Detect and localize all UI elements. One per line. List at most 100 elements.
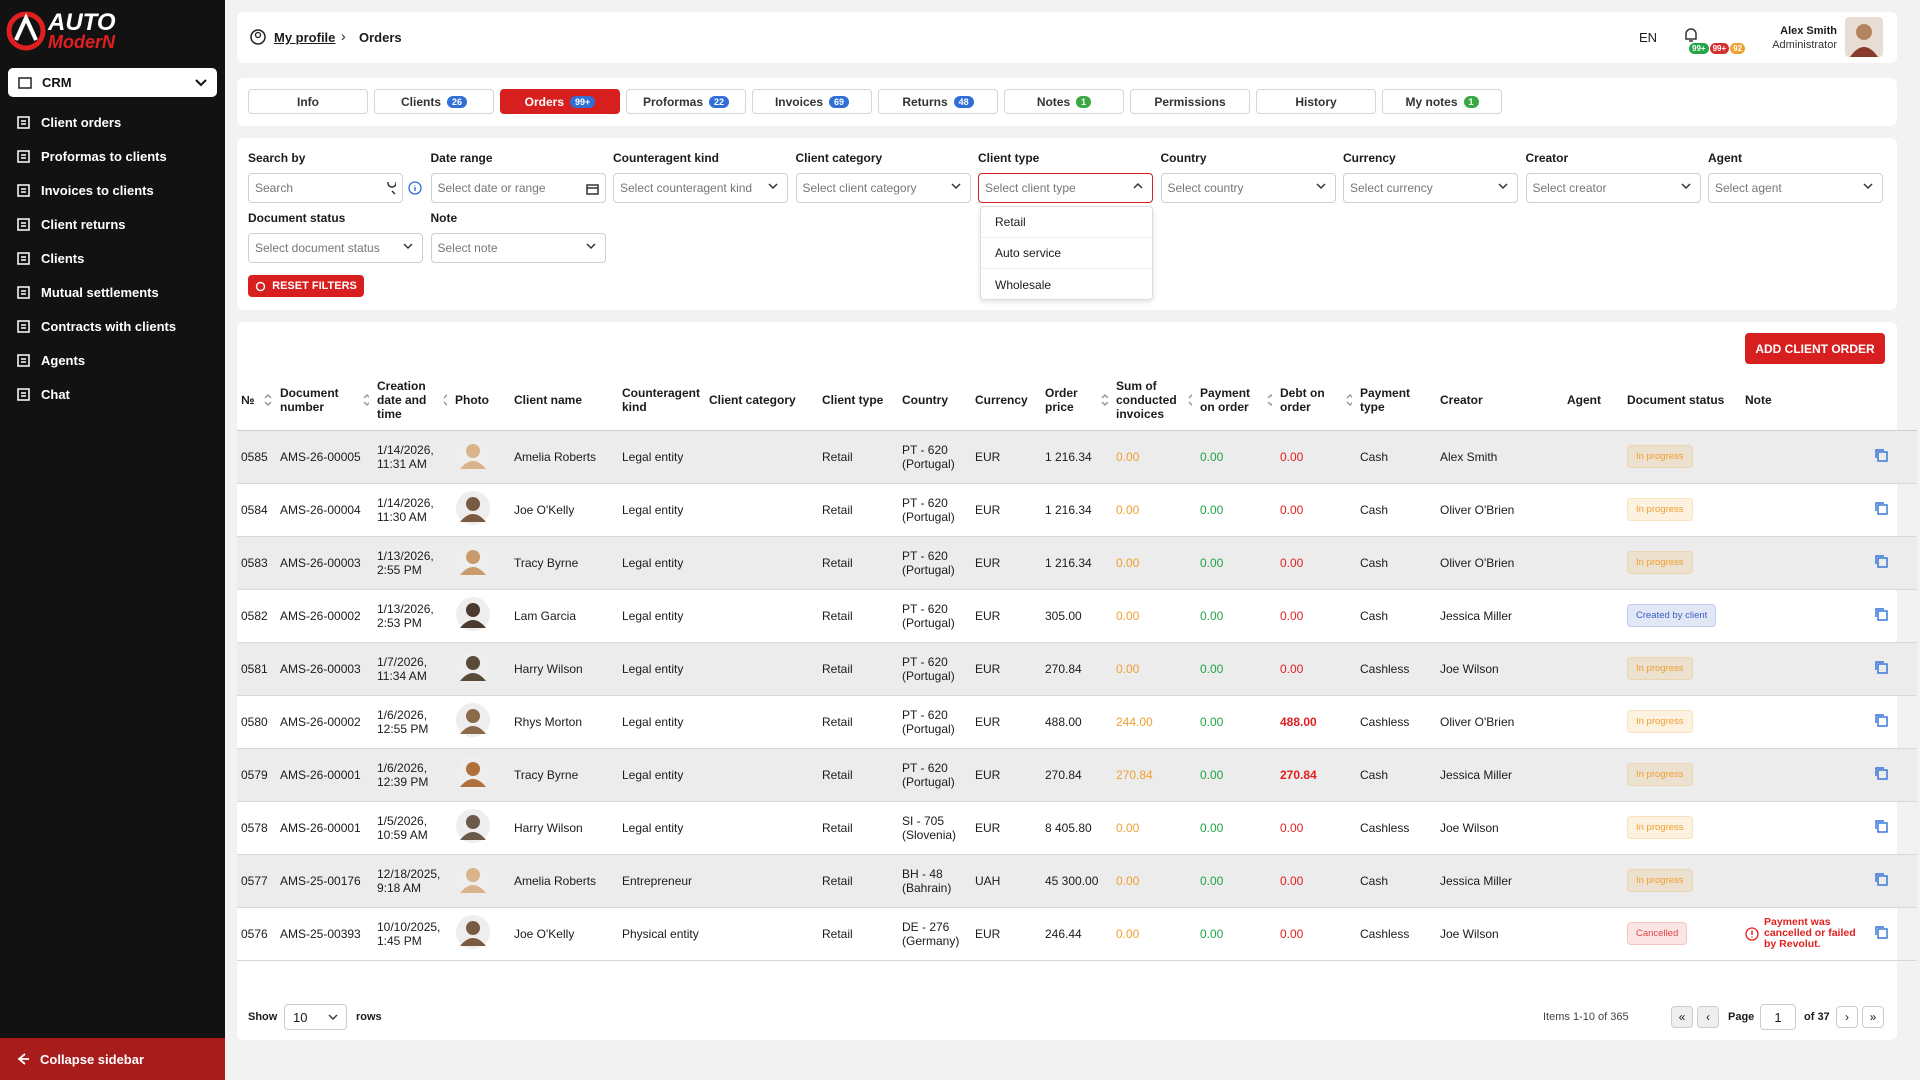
- filter-input[interactable]: Select client type: [978, 173, 1153, 203]
- menu-item[interactable]: Client orders: [16, 115, 121, 130]
- add-client-order[interactable]: ADD CLIENT ORDER: [1745, 333, 1885, 364]
- bell-icon[interactable]: [1683, 26, 1699, 44]
- column-header[interactable]: №: [237, 370, 276, 431]
- copy-icon[interactable]: [1874, 660, 1888, 674]
- table-row[interactable]: 0576 AMS-25-00393 10/10/2025, 1:45 PM Joe O…: [237, 907, 1917, 961]
- table-cell: EUR: [971, 907, 1041, 961]
- table-row[interactable]: 0579 AMS-26-00001 1/6/2026, 12:39 PM Tracy …: [237, 748, 1917, 802]
- tab[interactable]: Notes 1: [1004, 89, 1124, 114]
- icon: [585, 183, 599, 195]
- column-header[interactable]: Creation date and time: [373, 370, 451, 431]
- filter-input[interactable]: Select creator: [1525, 173, 1701, 203]
- menu-item[interactable]: Contracts with clients: [16, 319, 176, 334]
- copy-icon[interactable]: [1874, 554, 1888, 568]
- notification-badge: 92: [1730, 43, 1746, 54]
- table-cell: Harry Wilson: [510, 801, 618, 855]
- next-page[interactable]: ›: [1836, 1006, 1858, 1028]
- menu-item[interactable]: Clients: [16, 251, 84, 266]
- filter-input[interactable]: Select client category: [795, 173, 971, 203]
- table-cell: Alex Smith: [1436, 430, 1563, 484]
- cell-text: 1/14/2026, 11:31 AM: [377, 442, 434, 471]
- info-icon[interactable]: [408, 181, 422, 200]
- cell-text: 0582: [241, 608, 268, 623]
- filter-input[interactable]: Select note: [430, 233, 606, 263]
- column-header[interactable]: Order price: [1041, 370, 1112, 431]
- dropdown-option[interactable]: Auto service: [981, 238, 1152, 269]
- page-input[interactable]: 1: [1760, 1004, 1796, 1030]
- copy-icon[interactable]: [1874, 713, 1888, 727]
- module-select[interactable]: CRM: [8, 68, 217, 97]
- filter-input[interactable]: Search: [248, 173, 403, 203]
- filter-input[interactable]: Select document status: [248, 233, 423, 263]
- cell-text: Tracy Byrne: [514, 767, 579, 782]
- dropdown-option[interactable]: Retail: [981, 207, 1152, 238]
- copy-icon[interactable]: [1874, 607, 1888, 621]
- cell-text: 0.00: [1116, 502, 1140, 517]
- tab[interactable]: Info: [248, 89, 368, 114]
- table-cell: 0.00: [1196, 801, 1276, 855]
- table-row[interactable]: 0577 AMS-25-00176 12/18/2025, 9:18 AM Ameli…: [237, 854, 1917, 908]
- menu-item[interactable]: Client returns: [16, 217, 126, 232]
- menu-item[interactable]: Mutual settlements: [16, 285, 159, 300]
- first-page[interactable]: «: [1671, 1006, 1693, 1028]
- tab[interactable]: Invoices 69: [752, 89, 872, 114]
- copy-icon[interactable]: [1874, 925, 1888, 939]
- page-size-select[interactable]: 10: [284, 1004, 347, 1030]
- column-header[interactable]: Sum of conducted invoices: [1112, 370, 1196, 431]
- menu-item[interactable]: Invoices to clients: [16, 183, 154, 198]
- cell-text: AMS-26-00002: [280, 714, 361, 729]
- prev-page[interactable]: ‹: [1697, 1006, 1719, 1028]
- table-cell: AMS-26-00002: [276, 589, 373, 643]
- table-row[interactable]: 0582 AMS-26-00002 1/13/2026, 2:53 PM Lam Ga…: [237, 589, 1917, 643]
- table-row[interactable]: 0583 AMS-26-00003 1/13/2026, 2:55 PM Tracy …: [237, 536, 1917, 590]
- filter-placeholder: Select document status: [255, 241, 380, 255]
- tab[interactable]: Clients 26: [374, 89, 494, 114]
- table-cell: Retail: [818, 854, 898, 908]
- last-page[interactable]: »: [1862, 1006, 1884, 1028]
- language[interactable]: EN: [1639, 30, 1658, 45]
- column-header[interactable]: Document number: [276, 370, 373, 431]
- tab-count: 1: [1463, 95, 1479, 108]
- copy-icon[interactable]: [1874, 766, 1888, 780]
- copy-icon[interactable]: [1874, 872, 1888, 886]
- tab-label: Notes: [1036, 94, 1071, 109]
- table-row[interactable]: 0580 AMS-26-00002 1/6/2026, 12:55 PM Rhys M…: [237, 695, 1917, 749]
- column-header[interactable]: Payment on order: [1196, 370, 1276, 431]
- copy-icon[interactable]: [1874, 819, 1888, 833]
- copy-icon[interactable]: [1874, 501, 1888, 515]
- tab[interactable]: Proformas 22: [626, 89, 746, 114]
- cell-text: Harry Wilson: [514, 820, 583, 835]
- menu-item[interactable]: Agents: [16, 353, 85, 368]
- cell-text: 270.84: [1116, 767, 1153, 782]
- tab[interactable]: History: [1256, 89, 1376, 114]
- tab[interactable]: Orders 99+: [500, 89, 620, 114]
- menu-item[interactable]: Proformas to clients: [16, 149, 167, 164]
- client-photo: [456, 491, 490, 525]
- reset-filters[interactable]: RESET FILTERS: [248, 275, 364, 297]
- menu-item[interactable]: Chat: [16, 387, 70, 402]
- user-avatar[interactable]: [1845, 17, 1883, 57]
- table-row[interactable]: 0578 AMS-26-00001 1/5/2026, 10:59 AM Harry …: [237, 801, 1917, 855]
- table-row[interactable]: 0584 AMS-26-00004 1/14/2026, 11:30 AM Joe O…: [237, 483, 1917, 537]
- cell-text: EUR: [975, 555, 1001, 570]
- column-header[interactable]: Debt on order: [1276, 370, 1356, 431]
- dropdown-option[interactable]: Wholesale: [995, 277, 1052, 292]
- tab[interactable]: Permissions: [1130, 89, 1250, 114]
- icon: [408, 181, 422, 195]
- filter-input[interactable]: Select counteragent kind: [613, 173, 788, 203]
- filter-input[interactable]: Select date or range: [430, 173, 606, 203]
- filter-input[interactable]: Select agent: [1708, 173, 1883, 203]
- table-cell: EUR: [971, 695, 1041, 749]
- copy-icon[interactable]: [1874, 448, 1888, 462]
- table-cell: PT - 620 (Portugal): [898, 589, 971, 643]
- filter-input[interactable]: Select currency: [1343, 173, 1518, 203]
- table-row[interactable]: 0585 AMS-26-00005 1/14/2026, 11:31 AM Ameli…: [237, 430, 1917, 484]
- cell-text: EUR: [975, 820, 1001, 835]
- tab[interactable]: Returns 48: [878, 89, 998, 114]
- filter-input[interactable]: Select country: [1160, 173, 1336, 203]
- table-row[interactable]: 0581 AMS-26-00003 1/7/2026, 11:34 AM Harry …: [237, 642, 1917, 696]
- collapse-sidebar[interactable]: Collapse sidebar: [0, 1038, 225, 1080]
- table-cell: AMS-26-00004: [276, 483, 373, 537]
- tab[interactable]: My notes 1: [1382, 89, 1502, 114]
- breadcrumb-parent[interactable]: My profile: [274, 30, 336, 45]
